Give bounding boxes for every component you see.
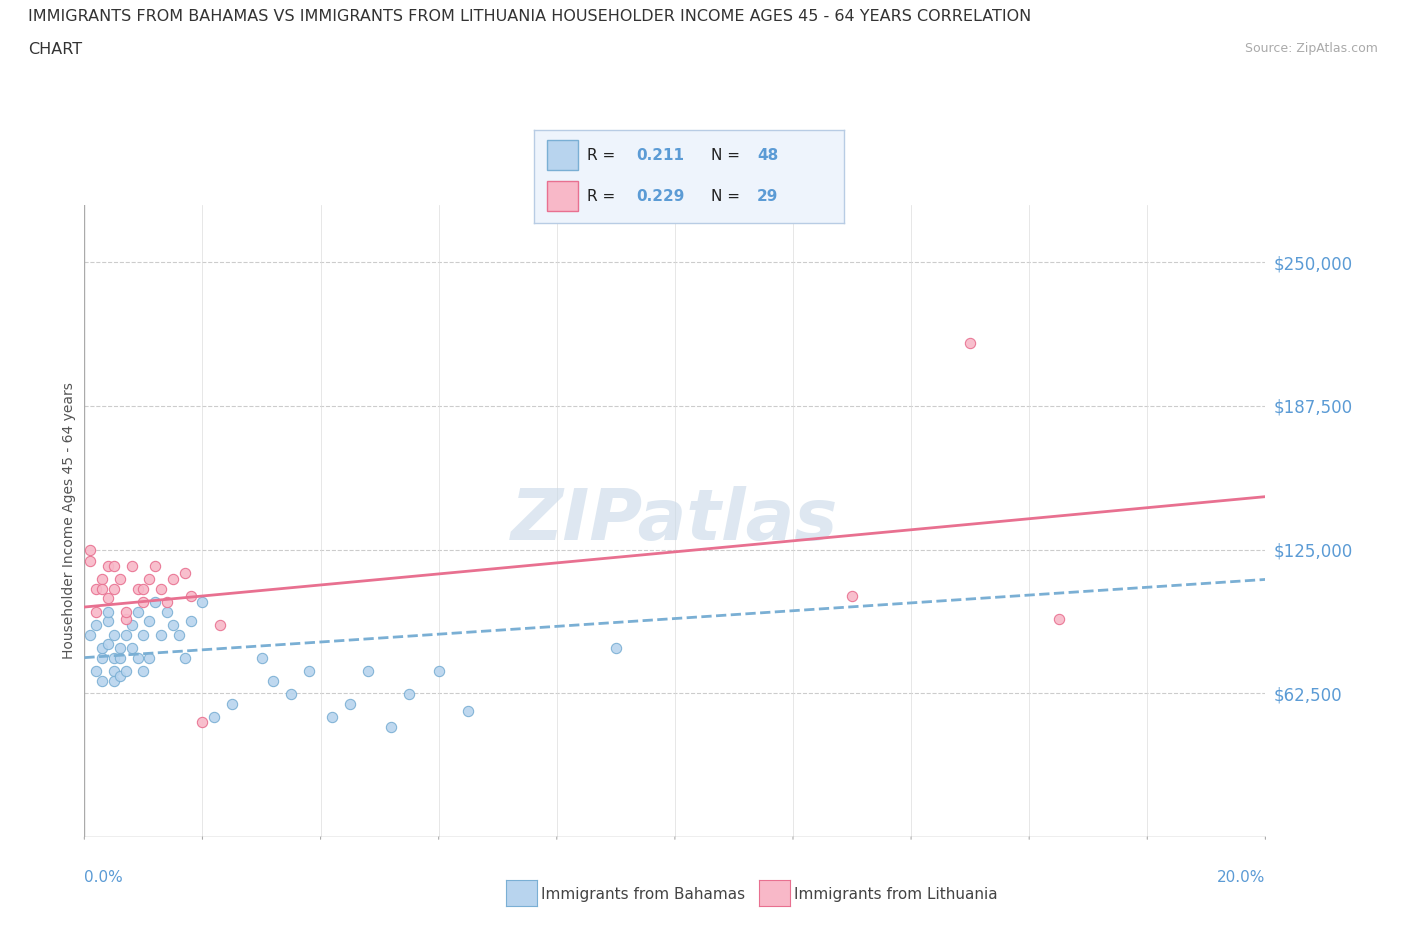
Point (180, 614, 202, 629)
Text: ZIPatlas: ZIPatlas (512, 486, 838, 555)
Text: 29: 29 (756, 189, 779, 204)
Point (202, 710, 225, 724)
Point (150, 627, 173, 642)
Point (97, 614, 120, 629)
Point (108, 641, 131, 656)
Text: 0.229: 0.229 (637, 189, 685, 204)
Point (91, 641, 114, 656)
Point (156, 604, 179, 619)
Point (97, 604, 120, 619)
Point (221, 697, 243, 711)
Point (97, 558, 120, 573)
Point (79, 627, 101, 642)
Point (121, 641, 143, 656)
Point (84, 664, 107, 679)
Text: CHART: CHART (28, 42, 82, 57)
Text: IMMIGRANTS FROM BAHAMAS VS IMMIGRANTS FROM LITHUANIA HOUSEHOLDER INCOME AGES 45 : IMMIGRANTS FROM BAHAMAS VS IMMIGRANTS FR… (28, 9, 1032, 24)
Point (97, 591, 120, 605)
Point (103, 673, 125, 688)
Point (79, 542, 101, 557)
Point (108, 669, 131, 684)
Point (103, 664, 125, 679)
Point (173, 565, 195, 580)
Point (1047, 611, 1070, 626)
Point (138, 572, 160, 587)
Text: Immigrants from Bahamas: Immigrants from Bahamas (541, 887, 745, 902)
Point (457, 703, 479, 718)
Point (380, 719, 402, 734)
Point (114, 604, 136, 619)
Point (339, 697, 361, 711)
Point (132, 595, 155, 610)
Point (605, 641, 627, 656)
Point (959, 335, 981, 350)
Point (841, 588, 863, 603)
Point (108, 572, 131, 587)
Point (250, 650, 273, 665)
Point (127, 581, 149, 596)
Text: 48: 48 (756, 148, 779, 163)
Point (91, 673, 114, 688)
Point (132, 581, 155, 596)
Text: 20.0%: 20.0% (1218, 870, 1265, 884)
Point (156, 595, 179, 610)
Point (121, 558, 143, 573)
Point (84, 604, 107, 619)
Point (173, 650, 195, 665)
Point (191, 595, 214, 610)
Point (84, 618, 107, 633)
Point (167, 627, 190, 642)
Point (103, 558, 125, 573)
Point (280, 687, 302, 702)
Point (114, 664, 136, 679)
Point (108, 650, 131, 665)
Text: N =: N = (710, 148, 744, 163)
Point (103, 650, 125, 665)
Text: N =: N = (710, 189, 744, 204)
Point (114, 627, 136, 642)
Point (97, 636, 120, 651)
Point (262, 673, 284, 688)
Point (84, 581, 107, 596)
Point (427, 664, 450, 679)
Point (91, 581, 114, 596)
Point (127, 604, 149, 619)
Text: R =: R = (586, 148, 620, 163)
Point (398, 687, 420, 702)
Point (357, 664, 380, 679)
Point (321, 710, 343, 724)
Point (209, 618, 232, 633)
Text: Source: ZipAtlas.com: Source: ZipAtlas.com (1244, 42, 1378, 55)
Point (132, 627, 155, 642)
Text: 0.211: 0.211 (637, 148, 685, 163)
Point (91, 650, 114, 665)
Point (121, 618, 143, 633)
Text: Immigrants from Lithuania: Immigrants from Lithuania (794, 887, 998, 902)
Point (132, 664, 155, 679)
Point (143, 595, 166, 610)
Point (150, 581, 173, 596)
Point (114, 611, 136, 626)
FancyBboxPatch shape (547, 140, 578, 170)
Text: R =: R = (586, 189, 620, 204)
Point (103, 627, 125, 642)
Point (138, 650, 160, 665)
Point (162, 572, 184, 587)
Point (103, 581, 125, 596)
Point (127, 650, 149, 665)
Point (91, 572, 114, 587)
Y-axis label: Householder Income Ages 45 - 64 years: Householder Income Ages 45 - 64 years (62, 382, 76, 659)
Point (180, 588, 202, 603)
Point (138, 614, 160, 629)
Point (298, 664, 321, 679)
Point (162, 618, 184, 633)
Text: 0.0%: 0.0% (84, 870, 124, 884)
Point (143, 558, 166, 573)
FancyBboxPatch shape (547, 181, 578, 211)
Point (191, 714, 214, 729)
Point (79, 553, 101, 568)
